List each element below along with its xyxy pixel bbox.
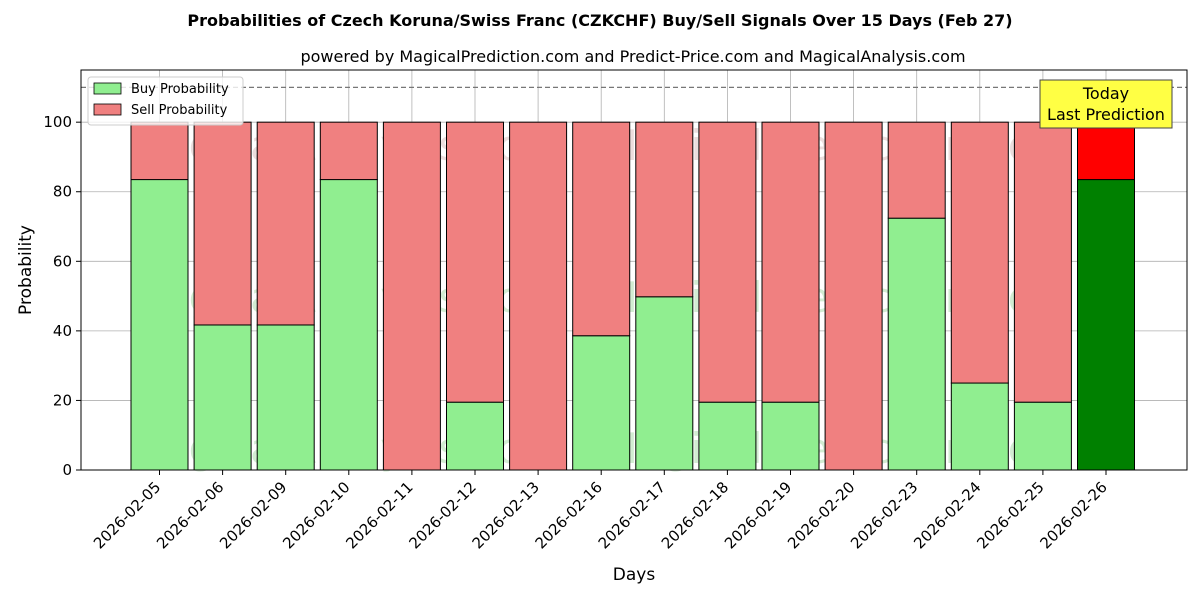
x-tick-label-2026-02-17: 2026-02-17 — [595, 478, 669, 552]
x-tick-label-2026-02-09: 2026-02-09 — [216, 478, 290, 552]
y-tick-label-4: 80 — [53, 183, 72, 201]
y-tick-label-5: 100 — [43, 113, 72, 131]
bar-sell-2026-02-20 — [824, 121, 883, 471]
bar-buy-2026-02-26 — [1077, 179, 1135, 471]
x-tick-label-2026-02-25: 2026-02-25 — [973, 478, 1047, 552]
bar-buy-2026-02-17 — [635, 296, 694, 471]
bar-buy-2026-02-19 — [761, 401, 820, 471]
y-tick-label-1: 20 — [53, 391, 72, 409]
legend-box — [87, 76, 244, 126]
y-axis-label: Probability — [16, 225, 36, 315]
bar-sell-2026-02-10 — [319, 121, 378, 181]
x-tick-label-2026-02-26: 2026-02-26 — [1036, 478, 1110, 552]
x-tick-label-2026-02-23: 2026-02-23 — [847, 478, 921, 552]
bar-sell-2026-02-25 — [1013, 121, 1072, 403]
bar-buy-2026-02-09 — [256, 324, 315, 471]
y-ticks: 0 20 40 60 80 100 — [43, 113, 81, 479]
bar-buy-2026-02-10 — [319, 179, 378, 471]
bars — [130, 121, 1135, 471]
bar-sell-2026-02-18 — [698, 121, 757, 403]
today-line1: Today — [1082, 84, 1129, 103]
x-tick-label-2026-02-06: 2026-02-06 — [153, 478, 227, 552]
legend-swatch-buy — [93, 82, 122, 95]
chart-title: Probabilities of Czech Koruna/Swiss Fran… — [187, 11, 1012, 30]
bar-sell-2026-02-11 — [382, 121, 441, 471]
x-tick-label-2026-02-05: 2026-02-05 — [90, 478, 164, 552]
x-tick-label-2026-02-12: 2026-02-12 — [405, 478, 479, 552]
bar-buy-2026-02-25 — [1013, 401, 1072, 471]
bar-sell-2026-02-26 — [1077, 121, 1135, 181]
bar-buy-2026-02-24 — [950, 382, 1009, 471]
bar-sell-2026-02-23 — [887, 121, 946, 219]
plot-frame — [80, 69, 1188, 471]
x-axis-label: Days — [613, 565, 656, 585]
bar-sell-2026-02-09 — [256, 121, 315, 326]
x-tick-label-2026-02-20: 2026-02-20 — [784, 478, 858, 552]
bar-sell-2026-02-05 — [130, 121, 189, 181]
x-tick-label-2026-02-16: 2026-02-16 — [532, 478, 606, 552]
x-tick-label-2026-02-10: 2026-02-10 — [279, 478, 353, 552]
bar-buy-2026-02-12 — [446, 401, 504, 471]
x-ticks: 2026-02-052026-02-062026-02-092026-02-10… — [90, 470, 1111, 552]
y-tick-label-3: 60 — [53, 252, 72, 270]
bar-sell-2026-02-16 — [572, 121, 631, 337]
bar-sell-2026-02-17 — [635, 121, 694, 298]
x-tick-label-2026-02-13: 2026-02-13 — [469, 478, 543, 552]
x-tick-label-2026-02-18: 2026-02-18 — [658, 478, 732, 552]
x-tick-label-2026-02-24: 2026-02-24 — [910, 478, 984, 552]
y-tick-label-2: 40 — [53, 322, 72, 340]
y-tick-label-0: 0 — [62, 461, 72, 479]
bar-buy-2026-02-16 — [572, 335, 631, 471]
bar-sell-2026-02-12 — [446, 121, 504, 403]
bar-buy-2026-02-23 — [887, 217, 946, 471]
bar-sell-2026-02-13 — [509, 121, 568, 471]
legend-swatch-sell — [93, 103, 122, 116]
bar-sell-2026-02-06 — [193, 121, 252, 326]
legend-label-sell: Sell Probability — [131, 103, 228, 118]
bar-buy-2026-02-06 — [193, 324, 252, 471]
bar-buy-2026-02-18 — [698, 401, 757, 471]
chart-subtitle: powered by MagicalPrediction.com and Pre… — [300, 47, 965, 66]
today-box — [1039, 79, 1173, 129]
bar-sell-2026-02-19 — [761, 121, 820, 403]
bar-sell-2026-02-24 — [950, 121, 1009, 384]
legend-label-buy: Buy Probability — [131, 82, 229, 97]
today-line2: Last Prediction — [1047, 105, 1165, 124]
today-annotation: Today Last Prediction — [1039, 79, 1173, 129]
x-tick-label-2026-02-11: 2026-02-11 — [342, 478, 416, 552]
legend: Buy Probability Sell Probability — [87, 76, 244, 126]
bar-buy-2026-02-05 — [130, 179, 189, 471]
x-tick-label-2026-02-19: 2026-02-19 — [721, 478, 795, 552]
